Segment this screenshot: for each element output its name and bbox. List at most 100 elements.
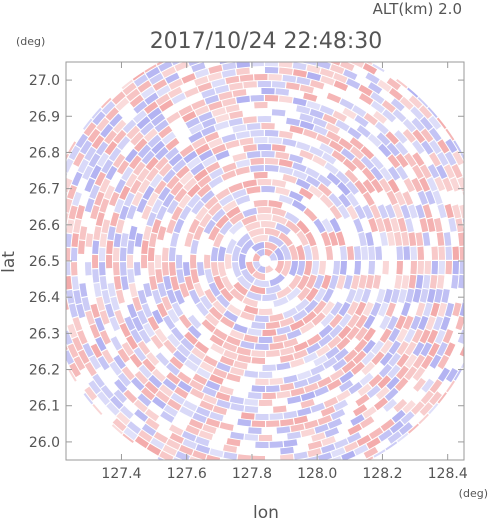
radar-cell	[306, 342, 321, 355]
radar-cell	[404, 366, 418, 381]
radar-cell	[283, 410, 298, 419]
radar-cell	[134, 262, 141, 276]
radar-cell	[189, 456, 202, 460]
radar-cell	[355, 326, 368, 342]
radar-cell	[434, 176, 446, 192]
radar-cell	[379, 328, 392, 343]
radar-cell	[155, 93, 170, 106]
radar-cell	[151, 140, 165, 155]
radar-cell	[190, 162, 205, 176]
radar-cell	[113, 276, 122, 290]
radar-cell	[219, 385, 234, 396]
radar-cell	[159, 99, 174, 112]
radar-cell	[73, 152, 85, 167]
radar-cell	[293, 69, 307, 78]
radar-cell	[387, 431, 402, 444]
radar-cell	[281, 261, 292, 277]
radar-cell	[370, 91, 385, 105]
radar-cell	[252, 235, 269, 244]
radar-cell	[356, 434, 372, 447]
radar-cell	[249, 284, 265, 294]
radar-cell	[290, 358, 305, 368]
radar-cell	[113, 119, 127, 134]
radar-cell	[84, 146, 97, 161]
radar-cell	[419, 105, 433, 119]
radar-cell	[182, 438, 197, 450]
radar-cell	[296, 76, 311, 86]
radar-cell	[87, 128, 101, 143]
radar-cell	[421, 378, 435, 393]
radar-cell	[142, 358, 156, 373]
radar-cell	[289, 190, 304, 202]
radar-cell	[271, 207, 287, 217]
radar-cell	[128, 225, 138, 240]
radar-cell	[274, 247, 284, 261]
radar-cell	[404, 341, 417, 356]
radar-cell	[153, 431, 169, 444]
radar-cell	[265, 241, 278, 252]
radar-cell	[235, 195, 251, 206]
y-tick-label: 26.1	[29, 399, 60, 415]
radar-cell	[213, 328, 228, 341]
radar-cell	[198, 430, 214, 441]
radar-cell	[66, 247, 71, 261]
radar-cell	[358, 84, 373, 97]
radar-cell	[477, 317, 483, 330]
radar-cell	[89, 355, 101, 370]
radar-cell	[255, 413, 269, 421]
radar-cell	[423, 302, 433, 317]
radar-cell	[325, 122, 340, 134]
radar-cell	[370, 204, 381, 219]
radar-cell	[250, 130, 264, 137]
radar-cell	[171, 92, 186, 105]
radar-cell	[459, 345, 464, 357]
radar-cell	[375, 246, 382, 260]
radar-cell	[320, 75, 335, 86]
radar-cell	[316, 133, 331, 145]
radar-cell	[116, 412, 131, 426]
radar-cell	[292, 62, 307, 71]
radar-cell	[437, 302, 447, 317]
radar-cell	[477, 192, 483, 205]
radar-cell	[172, 159, 187, 173]
radar-cell	[132, 71, 145, 81]
radar-cell	[147, 134, 162, 148]
radar-cell	[445, 302, 455, 318]
radar-cell	[226, 373, 241, 383]
radar-cell	[157, 282, 167, 298]
radar-cell	[49, 198, 58, 212]
radar-cell	[261, 186, 276, 193]
radar-cell	[276, 362, 291, 371]
radar-cell	[347, 423, 362, 436]
radar-cell	[68, 145, 81, 161]
radar-cell	[388, 327, 401, 343]
radar-cell	[360, 416, 375, 429]
radar-cell	[243, 334, 258, 343]
radar-cell	[101, 97, 112, 109]
radar-cell	[66, 213, 69, 227]
radar-cell	[220, 287, 234, 302]
radar-cell	[337, 204, 350, 220]
radar-cell	[265, 165, 279, 172]
radar-cell	[98, 247, 106, 261]
radar-cell	[268, 74, 282, 81]
radar-cell	[350, 62, 365, 68]
radar-cell	[88, 380, 101, 395]
radar-cell	[250, 62, 264, 67]
radar-cell	[459, 302, 464, 317]
radar-cell	[126, 254, 134, 269]
radar-cell	[209, 167, 224, 180]
radar-cell	[396, 165, 409, 180]
radar-cell	[336, 389, 351, 402]
radar-cell	[327, 418, 343, 429]
radar-cell	[437, 139, 450, 154]
radar-cell	[412, 152, 425, 167]
radar-cell	[237, 354, 252, 363]
radar-cell	[96, 117, 110, 132]
radar-cell	[212, 405, 228, 415]
radar-cell	[436, 117, 447, 129]
radar-cell	[113, 129, 127, 144]
radar-cell	[66, 198, 73, 213]
radar-cell	[223, 451, 238, 460]
radar-cell	[458, 274, 464, 289]
